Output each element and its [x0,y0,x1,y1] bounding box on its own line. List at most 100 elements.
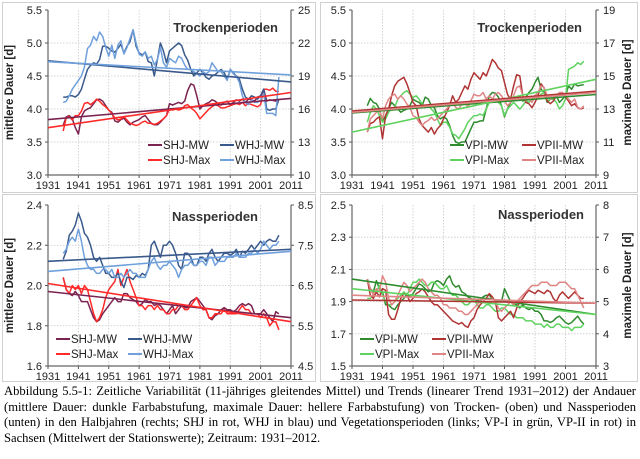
series-whj-max [62,29,280,117]
x-tick-label: 1951 [401,180,425,192]
y-axis-label: mittlere Dauer [d] [4,45,16,140]
series-vpii-mw [366,58,585,140]
legend-label: VPII-Max [447,349,495,361]
y2-tick-label: 7 [603,232,609,244]
x-tick-label: 1981 [188,180,212,192]
legend-label: WHJ-MW [143,334,192,346]
legend-label: SHJ-MW [163,140,209,152]
series-vpi-mw-trend [351,278,597,316]
y2-tick-label: 4 [603,329,609,341]
series-shj-mw [62,277,280,323]
series-whj-mw-trend [47,248,292,263]
y2-tick-label: 15 [603,71,615,83]
legend-label: VPI-Max [375,349,419,361]
y2-tick-label: 19 [603,5,615,17]
y2-tick-label: 3 [603,361,609,373]
legend-label: WHJ-MW [235,140,284,152]
y-tick-label: 2.1 [331,264,346,276]
series-vpi-mw [366,76,584,145]
y-tick-label: 2.3 [331,232,346,244]
figure-charts: 1931 1941 1951 1961 1971 1981 1991 2001 2011 3.0 3… [4,5,634,380]
y2-tick-label: 13 [603,104,615,116]
chart-tl: 1931 1941 1951 1961 1971 1981 1991 2001 2011 3.0 3… [4,5,310,192]
y2-tick-label: 17 [603,38,615,50]
x-tick-label: 1991 [218,371,242,380]
y2-tick-label: 22 [298,38,310,50]
series-vpii-max [366,275,585,316]
panel-frame-top-right [320,2,638,193]
legend-label: WHJ-Max [235,155,286,167]
x-tick-label: 1961 [431,180,455,192]
y-axis-label: mittlere Dauer [d] [4,238,16,333]
y-tick-label: 4.5 [331,71,346,83]
legend-label: VPI-Max [465,155,509,167]
series-whj-max [62,228,280,279]
series-shj-max [62,268,280,331]
chart-title: Nassperioden [172,209,258,224]
x-tick-label: 1971 [157,180,181,192]
panel-frame-bottom-left [2,194,316,382]
chart-title: Trockenperioden [477,20,582,35]
y2-tick-label: 8 [603,200,609,212]
series-whj-max-trend [47,60,292,76]
y-tick-label: 1.7 [331,329,346,341]
y-tick-label: 2.0 [27,281,42,293]
legend-label: SHJ-Max [71,349,119,361]
y-tick-label: 3.5 [27,137,42,149]
y2-axis-label: maximale Dauer [d] [622,39,634,145]
x-tick-label: 1941 [66,371,90,380]
x-tick-label: 1941 [370,371,394,380]
legend: SHJ-MW WHJ-MW SHJ-Max WHJ-Max [148,140,286,167]
x-tick-label: 1971 [462,180,486,192]
y2-tick-label: 6 [603,264,609,276]
chart-bl: 1931 1941 1951 1961 1971 1981 1991 2001 2011 1.6 1… [4,200,313,380]
legend-label: VPII-MW [447,334,493,346]
y-tick-label: 3.0 [331,170,346,182]
y-tick-label: 1.6 [27,361,42,373]
legend-label: VPI-MW [465,140,508,152]
y2-tick-label: 11 [603,137,614,149]
y-tick-label: 2.2 [27,240,42,252]
chart-title: Trockenperioden [173,20,278,35]
x-tick-label: 1951 [401,371,425,380]
x-tick-label: 2001 [248,180,272,192]
x-tick-label: 2011 [279,180,303,192]
x-tick-label: 2001 [553,371,577,380]
series-shj-mw-trend [47,290,292,319]
x-tick-label: 1961 [127,371,151,380]
series-whj-mw [62,212,280,289]
x-tick-label: 1941 [370,180,394,192]
chart-title: Nassperioden [498,207,584,222]
chart-br: 1931 1941 1951 1961 1971 1981 1991 2001 2011 1.5 1… [331,200,634,380]
y-tick-label: 1.9 [331,297,346,309]
y2-tick-label: 5.5 [298,321,313,333]
x-tick-label: 1971 [462,371,486,380]
series-whj-mw [63,29,280,112]
series-shj-mw-trend [47,97,292,121]
y-tick-label: 5.0 [331,38,346,50]
x-tick-label: 1951 [97,180,121,192]
x-tick-label: 1971 [157,371,181,380]
x-tick-label: 1941 [66,180,90,192]
y-tick-label: 1.5 [331,361,346,373]
legend: SHJ-MW WHJ-MW SHJ-Max WHJ-Max [56,334,194,361]
y-tick-label: 3.0 [27,170,42,182]
x-tick-label: 1931 [340,180,364,192]
x-tick-label: 1931 [36,180,60,192]
legend-label: SHJ-Max [163,155,211,167]
panel-frame-top-left [2,2,316,193]
legend: VPI-MW VPII-MW VPI-Max VPII-Max [360,334,495,361]
y2-tick-label: 7.5 [298,240,313,252]
legend-label: SHJ-MW [71,334,117,346]
series-shj-max-trend [47,282,292,323]
x-tick-label: 1991 [218,180,242,192]
y-tick-label: 1.8 [27,321,42,333]
y-tick-label: 5.0 [27,38,42,50]
series-vpi-mw-trend [351,93,597,114]
x-tick-label: 2011 [584,371,608,380]
y-tick-label: 2.4 [27,200,42,212]
x-tick-label: 1961 [431,371,455,380]
y-tick-label: 4.0 [27,104,42,116]
y-tick-label: 5.5 [27,5,42,17]
x-tick-label: 1981 [492,180,516,192]
